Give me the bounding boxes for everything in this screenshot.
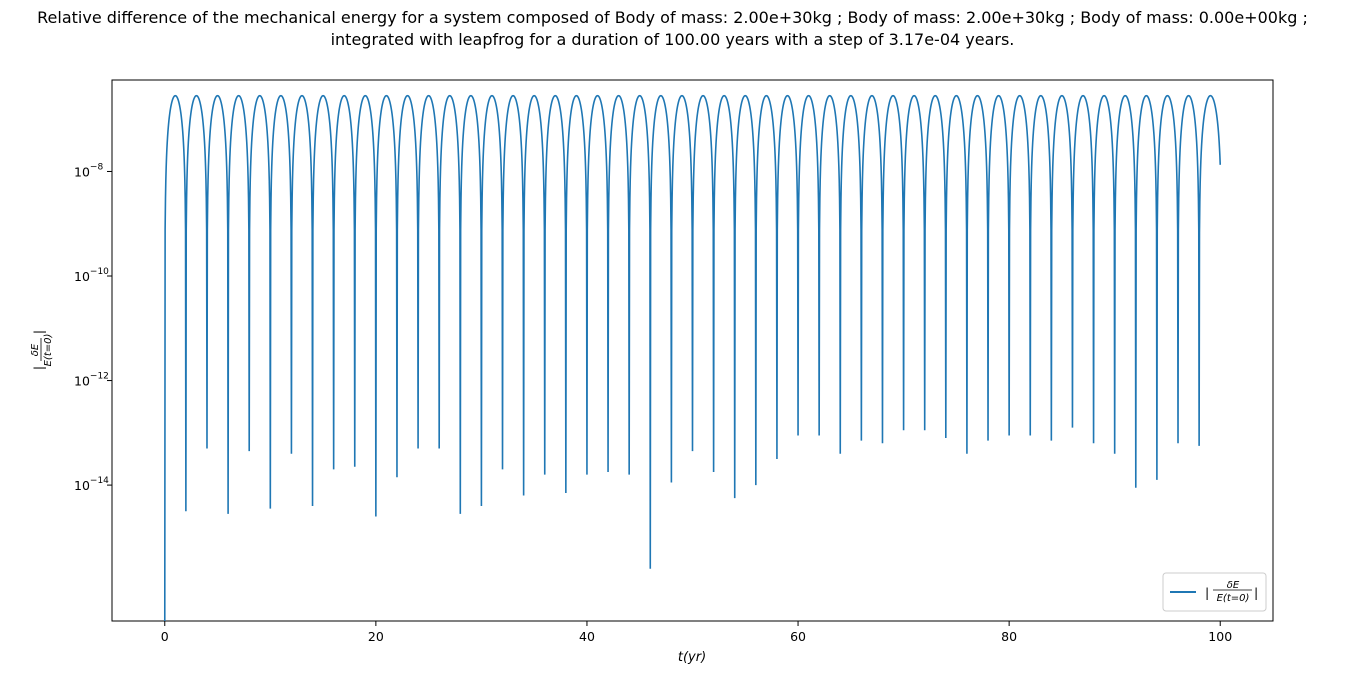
x-axis-ticks: 0 20 40 60 80 100 (161, 621, 1232, 644)
y-axis-ticks: 10−8 10−10 10−12 10−14 (74, 162, 112, 493)
chart-title-line-2: integrated with leapfrog for a duration … (330, 30, 1015, 49)
x-tick-label: 80 (1001, 629, 1017, 644)
legend-box (1162, 572, 1267, 612)
plot-frame (111, 79, 1274, 622)
legend: | δE E(t=0) | (1162, 572, 1267, 612)
y-tick-label: 10−12 (74, 372, 109, 389)
svg-text:δE: δE (30, 343, 41, 356)
chart-title-line-1: Relative difference of the mechanical en… (37, 8, 1308, 27)
x-axis-label: t(yr) (678, 650, 706, 665)
x-tick-label: 60 (790, 629, 806, 644)
x-tick-label: 40 (579, 629, 595, 644)
svg-text:E(t=0): E(t=0) (43, 334, 54, 367)
x-tick-label: 100 (1208, 629, 1232, 644)
y-axis-label: | δE E(t=0) | (30, 330, 54, 370)
x-tick-label: 0 (161, 629, 169, 644)
y-tick-label: 10−10 (74, 267, 109, 284)
series-line (163, 94, 1222, 622)
svg-text:|: | (31, 330, 46, 334)
legend-bar-right: | (1254, 585, 1258, 600)
svg-text:|: | (31, 366, 46, 370)
legend-bar-left: | (1205, 585, 1209, 600)
legend-denominator: E(t=0) (1217, 593, 1250, 604)
y-tick-label: 10−14 (74, 476, 109, 493)
legend-numerator: δE (1227, 580, 1240, 591)
x-tick-label: 20 (368, 629, 384, 644)
y-tick-label: 10−8 (74, 162, 103, 179)
